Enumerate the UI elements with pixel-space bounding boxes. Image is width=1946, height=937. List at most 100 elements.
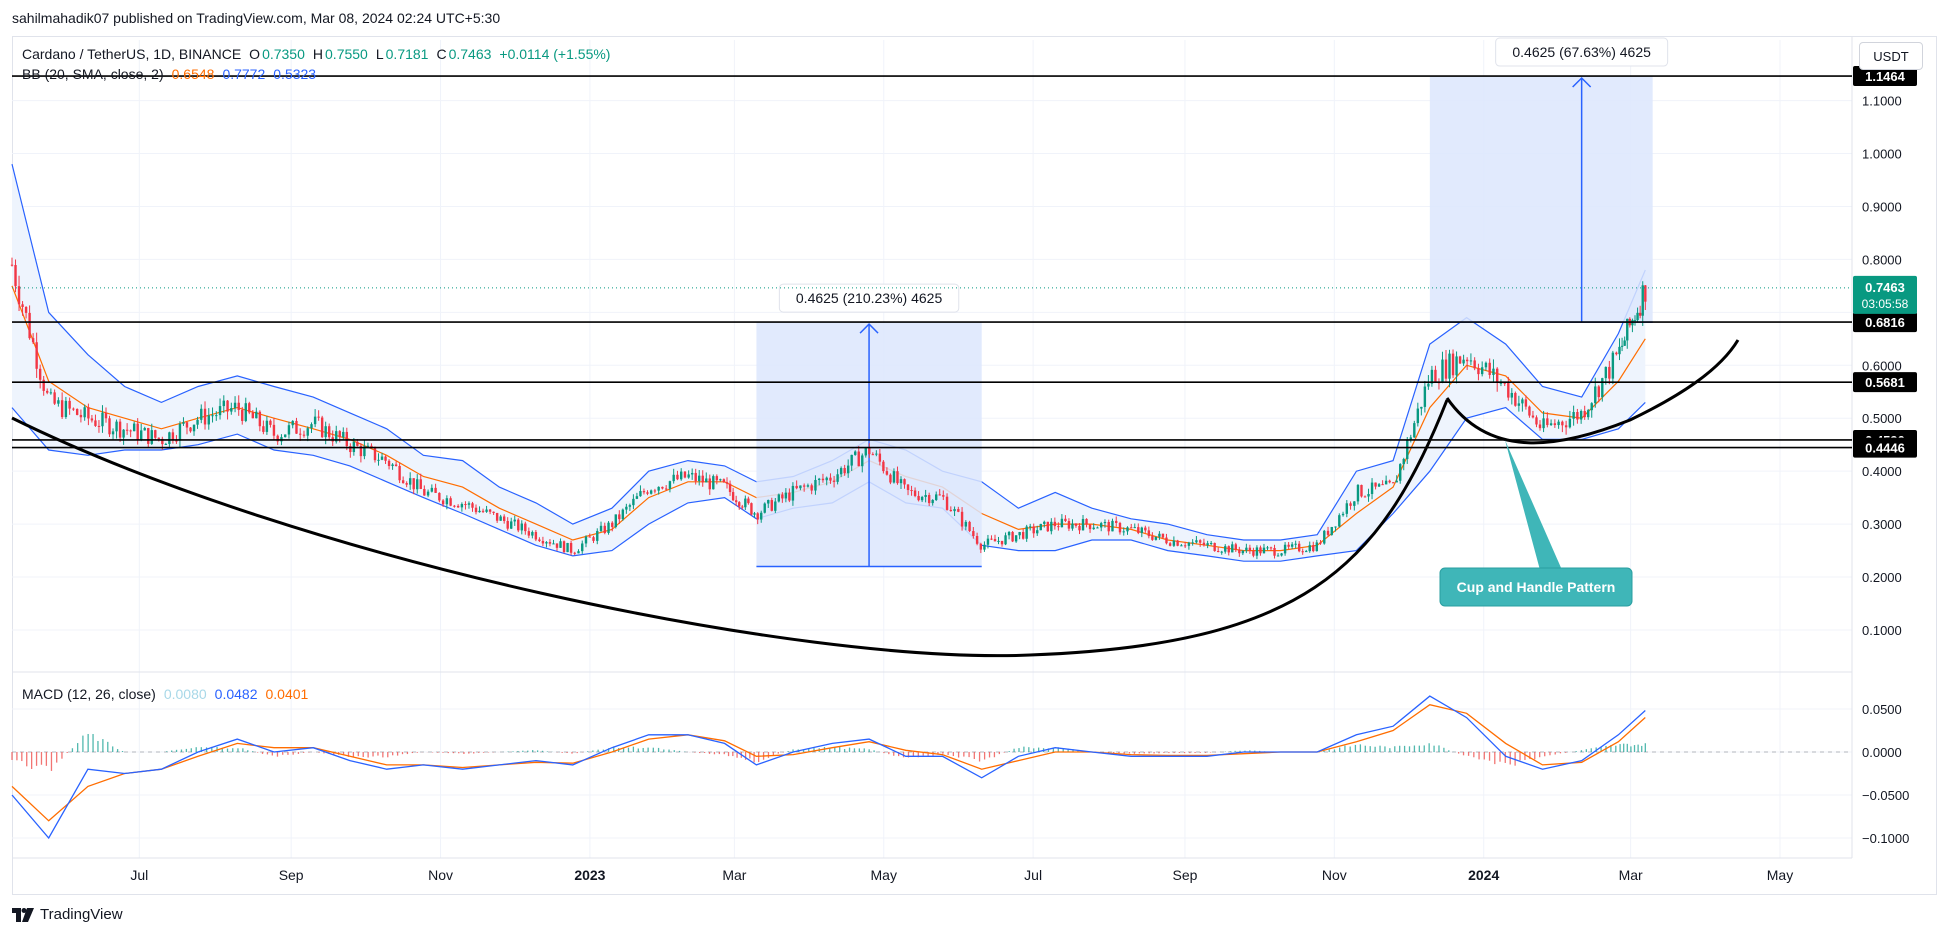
time-tick-label: Sep	[279, 867, 304, 883]
candle-body	[1416, 408, 1420, 424]
candle-body	[1227, 546, 1230, 553]
candle-body	[1195, 540, 1198, 543]
candle-body	[538, 539, 541, 541]
candle-body	[1269, 547, 1273, 549]
bb-upper-value: 0.7772	[222, 66, 266, 82]
candle-body	[1638, 312, 1642, 316]
candle-body	[1391, 482, 1395, 484]
candle-body	[115, 421, 118, 432]
symbol-title[interactable]: Cardano / TetherUS, 1D, BINANCE	[22, 46, 242, 62]
candle-body	[394, 464, 398, 466]
annotation-label: Cup and Handle Pattern	[1457, 579, 1616, 595]
candle-body	[1462, 359, 1465, 364]
candle-body	[467, 503, 471, 505]
candle-body	[1078, 525, 1081, 531]
candle-body	[1641, 285, 1644, 316]
candle-body	[1220, 551, 1223, 553]
candle-body	[777, 494, 781, 502]
candle-body	[495, 512, 499, 521]
bb-label[interactable]: BB (20, SMA, close, 2)	[22, 66, 164, 82]
candle-body	[226, 400, 229, 412]
candle-body	[1503, 382, 1506, 384]
macd-label[interactable]: MACD (12, 26, close)	[22, 686, 156, 702]
candle-body	[1137, 527, 1140, 533]
candle-body	[628, 505, 632, 507]
candle-body	[251, 412, 255, 419]
candle-body	[649, 490, 653, 494]
candle-body	[175, 440, 178, 442]
candle-body	[806, 485, 810, 487]
candle-body	[672, 474, 675, 482]
candle-body	[356, 441, 359, 446]
candle-body	[854, 451, 857, 455]
candle-body	[861, 455, 864, 467]
currency-button[interactable]: USDT	[1859, 42, 1923, 70]
time-tick-label: Mar	[722, 867, 746, 883]
candle-body	[906, 484, 910, 491]
candle-body	[283, 434, 287, 438]
candle-body	[611, 522, 614, 527]
candle-body	[1067, 521, 1071, 529]
candle-body	[182, 422, 185, 424]
candle-body	[1542, 418, 1545, 429]
candle-body	[810, 485, 813, 491]
candle-body	[968, 521, 971, 532]
measure-box	[1429, 76, 1653, 323]
candle-body	[28, 312, 31, 339]
candle-body	[168, 432, 171, 444]
candle-body	[864, 447, 867, 456]
time-tick-label: Jul	[130, 867, 148, 883]
candle-body	[1488, 362, 1491, 375]
candle-body	[1130, 527, 1133, 529]
candle-body	[618, 514, 621, 520]
candle-body	[1140, 527, 1144, 533]
candle-body	[1341, 513, 1345, 516]
candle-body	[705, 478, 708, 483]
candle-body	[75, 409, 79, 415]
candle-body	[596, 530, 599, 541]
candle-body	[1092, 527, 1095, 530]
candle-body	[1039, 523, 1042, 531]
candle-body	[377, 459, 380, 461]
candle-body	[957, 509, 960, 512]
candle-body	[1241, 550, 1245, 554]
time-tick-label: Nov	[428, 867, 453, 883]
candle-body	[1451, 353, 1455, 376]
candle-body	[676, 474, 679, 480]
candle-body	[366, 445, 370, 447]
candle-body	[57, 400, 60, 404]
candle-body	[1496, 368, 1499, 383]
candle-body	[328, 426, 331, 438]
candle-body	[788, 492, 791, 501]
candle-body	[255, 411, 258, 419]
candle-body	[1096, 527, 1099, 529]
candle-body	[1381, 484, 1384, 486]
candle-body	[1579, 411, 1583, 420]
candle-body	[1029, 526, 1032, 528]
candle-body	[1259, 547, 1262, 554]
candle-body	[1036, 530, 1039, 534]
candle-body	[1531, 415, 1535, 418]
footer-brand[interactable]: TradingView	[12, 906, 123, 923]
price-tick-label: 0.9000	[1862, 199, 1902, 214]
level-price-label: 1.1464	[1865, 69, 1906, 84]
candle-body	[1176, 540, 1179, 546]
candle-body	[1420, 406, 1423, 409]
candle-body	[1615, 352, 1618, 355]
candle-body	[527, 531, 531, 536]
candle-body	[701, 475, 704, 483]
candle-body	[1521, 399, 1524, 404]
candle-body	[715, 476, 719, 481]
candle-body	[1423, 386, 1427, 407]
candle-body	[1484, 362, 1488, 368]
bb-lower-value: 0.5323	[273, 66, 317, 82]
candle-body	[118, 421, 122, 438]
candle-body	[1231, 544, 1234, 553]
candle-body	[68, 400, 71, 409]
candle-body	[132, 423, 136, 432]
candle-body	[233, 402, 237, 409]
candle-body	[878, 453, 882, 462]
candle-body	[1507, 382, 1510, 398]
candle-body	[964, 521, 968, 527]
